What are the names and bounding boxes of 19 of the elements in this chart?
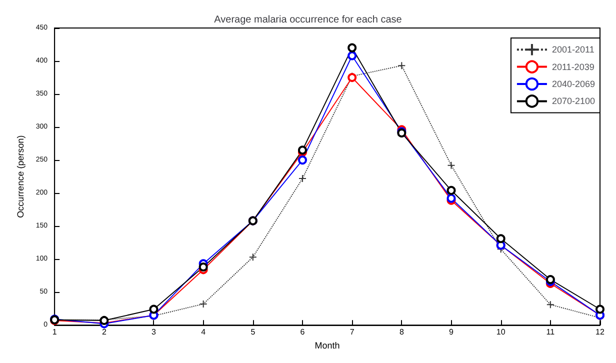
x-axis-title: Month: [314, 340, 340, 350]
x-tick-label: 10: [496, 328, 506, 337]
y-axis-title: Occurrence (person): [16, 135, 26, 218]
x-tick-label: 12: [596, 328, 605, 337]
x-tick-label: 7: [350, 328, 355, 337]
legend-label: 2001-2011: [552, 44, 594, 55]
legend-label: 2040-2069: [552, 79, 596, 89]
chart-title: Average malaria occurrence for each case: [214, 14, 402, 26]
x-tick-label: 2: [102, 328, 107, 337]
x-tick-label: 4: [201, 328, 206, 337]
x-tick-label: 9: [449, 328, 454, 337]
x-tick-label: 11: [546, 328, 556, 337]
x-tick-label: 1: [52, 328, 58, 337]
x-tick-label: 8: [399, 328, 404, 337]
x-tick-label: 6: [300, 328, 306, 337]
legend-label: 2070-2100: [552, 96, 596, 106]
legend-label: 2011-2039: [552, 62, 594, 72]
x-tick-label: 5: [250, 328, 256, 337]
x-tick-label: 3: [152, 328, 157, 337]
